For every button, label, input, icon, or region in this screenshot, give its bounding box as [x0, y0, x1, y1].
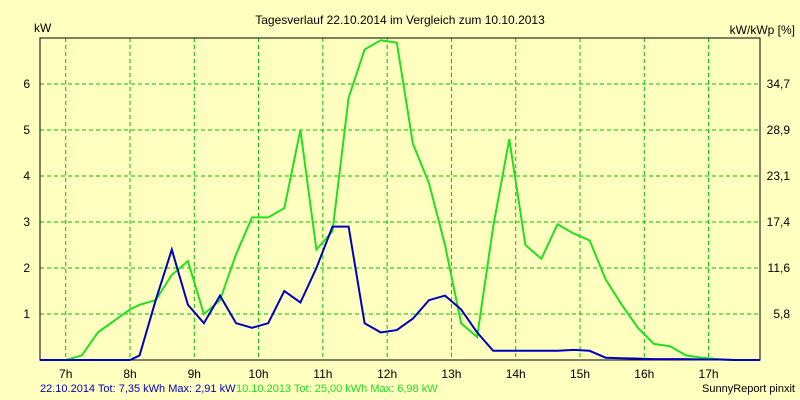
credit-label: SunnyReport pinxit: [702, 383, 795, 395]
x-tick-label: 14h: [506, 367, 526, 381]
left-axis-label: kW: [34, 21, 52, 35]
plot-frame: [39, 37, 761, 361]
left-tick-label: 4: [23, 169, 30, 183]
x-tick-label: 16h: [634, 367, 654, 381]
x-tick-label: 13h: [441, 367, 461, 381]
right-tick-label: 17,4: [767, 215, 791, 229]
left-tick-label: 6: [23, 77, 30, 91]
chart-title: Tagesverlauf 22.10.2014 im Vergleich zum…: [255, 13, 545, 27]
legend-2013: 10.10.2013 Tot: 25,00 kWh Max: 6,98 kW: [236, 383, 438, 395]
x-tick-label: 11h: [313, 367, 332, 381]
legend-2014: 22.10.2014 Tot: 7,35 kWh Max: 2,91 kW: [40, 383, 236, 395]
right-tick-label: 5,8: [773, 307, 790, 321]
grid: [40, 38, 760, 360]
left-tick-label: 2: [23, 261, 30, 275]
x-tick-label: 10h: [249, 367, 269, 381]
x-axis-ticks: 7h 8h 9h 10h 11h 12h 13h 14h 15h 16h 17h: [59, 367, 719, 381]
left-axis-ticks: 1 2 3 4 5 6: [23, 77, 30, 321]
right-tick-label: 11,6: [768, 261, 791, 275]
right-tick-label: 23,1: [767, 169, 791, 183]
x-tick-label: 8h: [123, 367, 136, 381]
series-line-2014: [40, 225, 760, 361]
left-tick-label: 5: [23, 123, 30, 137]
right-tick-label: 34,7: [767, 77, 791, 91]
series-line-2013: [40, 39, 760, 361]
left-tick-label: 3: [23, 215, 30, 229]
right-axis-ticks: 5,8 11,6 17,4 23,1 28,9 34,7: [767, 77, 791, 321]
right-axis-label: kW/kWp [%]: [730, 23, 795, 37]
right-tick-label: 28,9: [767, 123, 791, 137]
x-tick-label: 15h: [570, 367, 590, 381]
x-tick-label: 9h: [188, 367, 201, 381]
x-tick-label: 12h: [377, 367, 397, 381]
x-tick-label: 17h: [699, 367, 719, 381]
x-tick-label: 7h: [59, 367, 72, 381]
left-tick-label: 1: [23, 307, 30, 321]
